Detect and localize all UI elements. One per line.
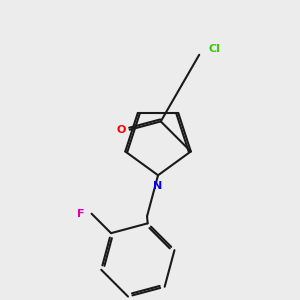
- Text: F: F: [77, 209, 85, 219]
- Text: O: O: [117, 125, 126, 135]
- Text: N: N: [153, 181, 163, 191]
- Text: Cl: Cl: [208, 44, 220, 54]
